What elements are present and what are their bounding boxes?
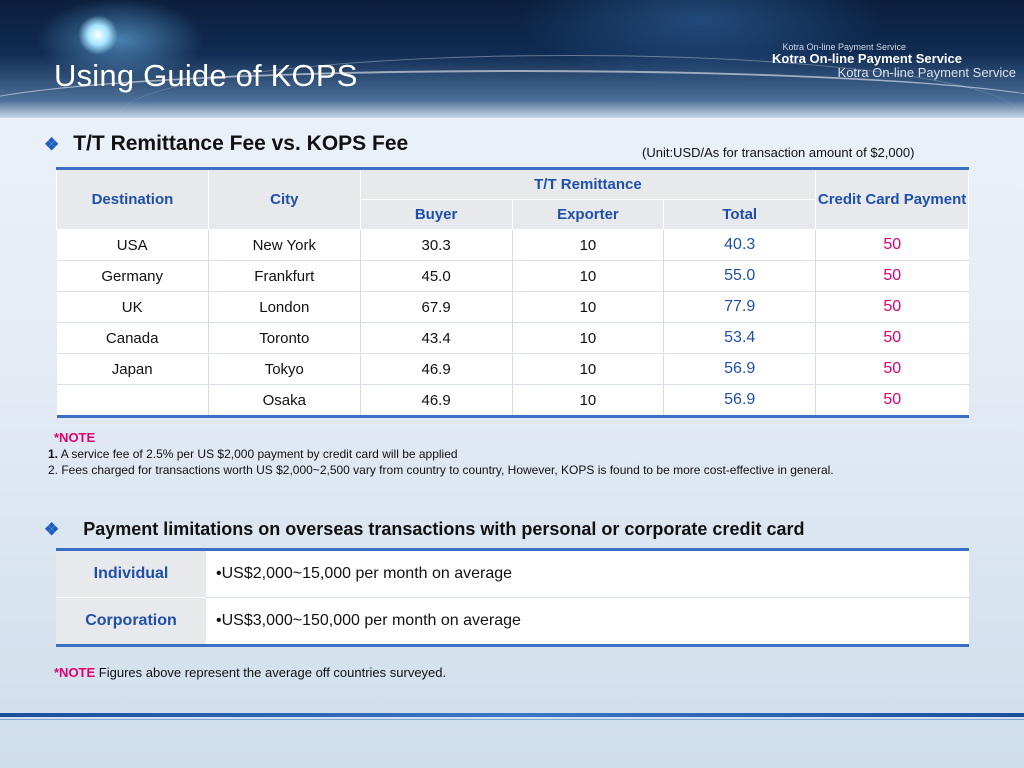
cell-exporter: 10	[512, 353, 665, 385]
limit-label-individual: Individual	[56, 548, 206, 598]
diamond-bullet-icon: ❖	[44, 135, 60, 154]
cell-total: 56.9	[663, 384, 817, 418]
fee-notes: *NOTE 1. A service fee of 2.5% per US $2…	[48, 430, 834, 478]
table-row: Germany Frankfurt 45.0 10 55.0 50	[56, 260, 969, 292]
note-text: Figures above represent the average off …	[95, 665, 447, 680]
footer-divider-thin	[0, 719, 1024, 720]
cell-total: 55.0	[663, 260, 817, 292]
note-label: *NOTE	[54, 430, 96, 445]
cell-destination	[56, 384, 209, 418]
cell-buyer: 46.9	[360, 353, 513, 385]
brand-line-3: Kotra On-line Payment Service	[837, 65, 1016, 80]
cell-exporter: 10	[512, 291, 665, 323]
cell-destination: Germany	[56, 260, 209, 292]
header-exporter: Exporter	[511, 199, 665, 230]
cell-city: Tokyo	[208, 353, 361, 385]
table-row: Osaka 46.9 10 56.9 50	[56, 384, 969, 418]
cell-city: New York	[208, 229, 361, 261]
cell-buyer: 43.4	[360, 322, 513, 354]
brand-line-1: Kotra On-line Payment Service	[782, 42, 906, 52]
cell-credit-card: 50	[815, 353, 969, 385]
cell-total: 77.9	[663, 291, 817, 323]
cell-city: Frankfurt	[208, 260, 361, 292]
cell-exporter: 10	[512, 229, 665, 261]
table-row: Corporation •US$3,000~150,000 per month …	[56, 597, 969, 647]
swoosh-decoration-2	[120, 55, 1020, 118]
cell-city: Osaka	[208, 384, 361, 418]
brand-line-2: Kotra On-line Payment Service	[771, 51, 962, 66]
fee-comparison-table: Destination City T/T Remittance Credit C…	[56, 167, 969, 418]
table-row: Individual •US$2,000~15,000 per month on…	[56, 548, 969, 598]
brand-logo-text: Kotra On-line Payment Service Kotra On-l…	[772, 42, 1016, 80]
slide-title: Using Guide of KOPS	[54, 58, 358, 93]
cell-total: 53.4	[663, 322, 817, 354]
table-row: Canada Toronto 43.4 10 53.4 50	[56, 322, 969, 354]
cell-credit-card: 50	[815, 260, 969, 292]
cell-total: 40.3	[663, 229, 817, 261]
header-destination: Destination	[56, 167, 209, 230]
cell-credit-card: 50	[815, 229, 969, 261]
header-buyer: Buyer	[359, 199, 513, 230]
diamond-bullet-icon: ❖	[44, 520, 60, 539]
section-heading-text: T/T Remittance Fee vs. KOPS Fee	[73, 132, 409, 155]
note-item-1-text: A service fee of 2.5% per US $2,000 paym…	[58, 447, 458, 461]
cell-destination: Japan	[56, 353, 209, 385]
light-flare-decoration	[78, 15, 118, 55]
limit-value-individual: •US$2,000~15,000 per month on average	[206, 548, 969, 598]
limit-value-corporation: •US$3,000~150,000 per month on average	[206, 597, 969, 647]
cell-credit-card: 50	[815, 322, 969, 354]
cell-buyer: 30.3	[360, 229, 513, 261]
section-heading-limits: ❖ Payment limitations on overseas transac…	[44, 519, 804, 540]
header-banner: Using Guide of KOPS Kotra On-line Paymen…	[0, 0, 1024, 118]
header-total: Total	[663, 199, 817, 230]
header-city: City	[207, 167, 361, 230]
cell-city: Toronto	[208, 322, 361, 354]
cell-exporter: 10	[512, 384, 665, 418]
cell-buyer: 67.9	[360, 291, 513, 323]
cell-exporter: 10	[512, 322, 665, 354]
limit-label-corporation: Corporation	[56, 597, 206, 647]
table-row: Japan Tokyo 46.9 10 56.9 50	[56, 353, 969, 385]
cell-buyer: 46.9	[360, 384, 513, 418]
note-label: *NOTE	[54, 665, 96, 680]
table-row: UK London 67.9 10 77.9 50	[56, 291, 969, 323]
cell-destination: USA	[56, 229, 209, 261]
cell-city: London	[208, 291, 361, 323]
cell-total: 56.9	[663, 353, 817, 385]
payment-limit-table: Individual •US$2,000~15,000 per month on…	[56, 548, 969, 647]
cell-credit-card: 50	[815, 291, 969, 323]
unit-note: (Unit:USD/As for transaction amount of $…	[642, 145, 915, 160]
header-credit-card-payment: Credit Card Payment	[815, 167, 969, 230]
cell-exporter: 10	[512, 260, 665, 292]
note-item-1: 1. A service fee of 2.5% per US $2,000 p…	[48, 446, 834, 462]
limit-note: *NOTE Figures above represent the averag…	[54, 665, 446, 680]
footer-divider	[0, 713, 1024, 717]
cell-buyer: 45.0	[360, 260, 513, 292]
cell-destination: UK	[56, 291, 209, 323]
header-tt-remittance: T/T Remittance	[359, 167, 817, 200]
section-heading-fees: ❖ T/T Remittance Fee vs. KOPS Fee	[44, 132, 408, 156]
note-item-2: 2. Fees charged for transactions worth U…	[48, 463, 834, 477]
note-item-1-number: 1.	[48, 447, 59, 461]
cell-credit-card: 50	[815, 384, 969, 418]
table-row: USA New York 30.3 10 40.3 50	[56, 229, 969, 261]
cell-destination: Canada	[56, 322, 209, 354]
section-heading-text: Payment limitations on overseas transact…	[83, 519, 805, 539]
